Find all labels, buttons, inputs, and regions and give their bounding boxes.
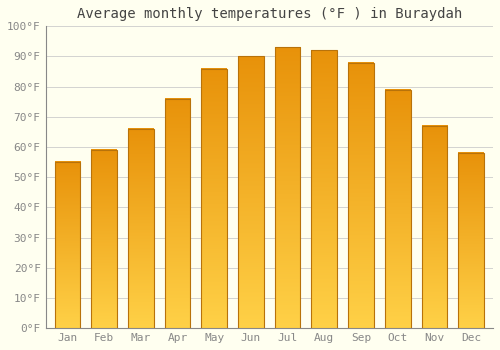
- Title: Average monthly temperatures (°F ) in Buraydah: Average monthly temperatures (°F ) in Bu…: [76, 7, 462, 21]
- Bar: [238, 56, 264, 328]
- Bar: [348, 63, 374, 328]
- Bar: [202, 69, 227, 328]
- Bar: [128, 129, 154, 328]
- Bar: [165, 99, 190, 328]
- Bar: [458, 153, 484, 328]
- Bar: [92, 150, 117, 328]
- Bar: [422, 126, 447, 328]
- Bar: [275, 47, 300, 328]
- Bar: [312, 50, 337, 328]
- Bar: [385, 90, 410, 328]
- Bar: [54, 162, 80, 328]
